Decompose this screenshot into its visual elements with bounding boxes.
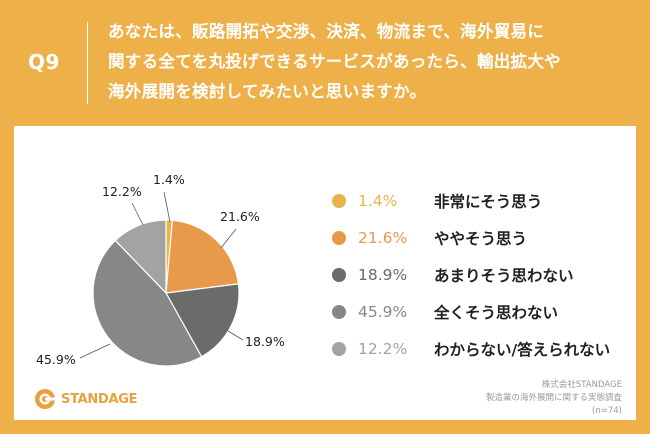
legend-swatch: [332, 194, 346, 208]
legend-label: あまりそう思わない: [434, 267, 574, 285]
pie-slice: [92, 239, 203, 367]
legend-percent: 1.4%: [358, 192, 398, 210]
legend-item: 18.9% あまりそう思わない: [332, 263, 622, 287]
legend-item: 1.4% 非常にそう思う: [332, 189, 622, 213]
pie-slice: [165, 283, 240, 358]
legend-label: ややそう思う: [434, 230, 528, 248]
slice-value-label: 12.2%: [102, 184, 142, 199]
legend-swatch: [332, 305, 346, 319]
legend-percent: 21.6%: [358, 229, 408, 247]
slice-value-label: 21.6%: [220, 209, 260, 224]
legend-item: 12.2% わからない/答えられない: [332, 337, 622, 361]
leader-line: [227, 330, 244, 341]
legend-percent: 12.2%: [358, 340, 408, 358]
footer-survey: 製造業の海外展開に関する実態調査: [485, 393, 622, 403]
legend-swatch: [332, 342, 346, 356]
chart-panel: 1.4% 21.6% 18.9% 45.9% 12.2% 1.4% 非常にそう思う 21…: [14, 126, 636, 420]
footer-sample: (n=74): [592, 406, 622, 416]
slice-value-label: 45.9%: [36, 352, 76, 367]
legend-item: 21.6% ややそう思う: [332, 226, 622, 250]
leader-line: [79, 343, 111, 359]
footer-company: 株式会社STANDAGE: [541, 380, 622, 390]
pie-slice: [114, 219, 167, 295]
slice-value-label: 1.4%: [153, 172, 185, 187]
legend-label: 全くそう思わない: [434, 304, 559, 322]
leader-line: [163, 191, 171, 223]
question-header: Q9 あなたは、販路開拓や交渉、決済、物流まで、海外貿易に 関する全てを丸投げで…: [0, 0, 650, 120]
standage-logo-icon: [35, 389, 56, 409]
legend-percent: 18.9%: [358, 266, 408, 284]
standage-logo: STANDAGE: [34, 388, 137, 410]
source-note: 株式会社STANDAGE 製造業の海外展開に関する実態調査 (n=74): [486, 379, 622, 418]
slice-value-label: 18.9%: [245, 334, 285, 349]
question-line: 関する全てを丸投げできるサービスがあったら、輸出拡大や: [108, 52, 561, 71]
legend-label: 非常にそう思う: [434, 193, 543, 211]
legend-percent: 45.9%: [358, 303, 408, 321]
legend-swatch: [332, 268, 346, 282]
pie-chart: 1.4% 21.6% 18.9% 45.9% 12.2%: [36, 172, 285, 367]
header-divider: [87, 22, 88, 104]
question-line: 海外展開を検討してみたいと思いますか。: [108, 82, 427, 101]
legend-swatch: [332, 231, 346, 245]
legend-item: 45.9% 全くそう思わない: [332, 300, 622, 324]
question-number: Q9: [28, 50, 60, 74]
pie-slice: [165, 219, 240, 294]
logo-text: STANDAGE: [61, 391, 138, 407]
leader-line: [220, 228, 237, 249]
leader-line: [131, 202, 144, 226]
question-line: あなたは、販路開拓や交渉、決済、物流まで、海外貿易に: [108, 22, 545, 41]
legend-label: わからない/答えられない: [434, 341, 611, 359]
question-text: あなたは、販路開拓や交渉、決済、物流まで、海外貿易に 関する全てを丸投げできるサ…: [108, 17, 638, 107]
